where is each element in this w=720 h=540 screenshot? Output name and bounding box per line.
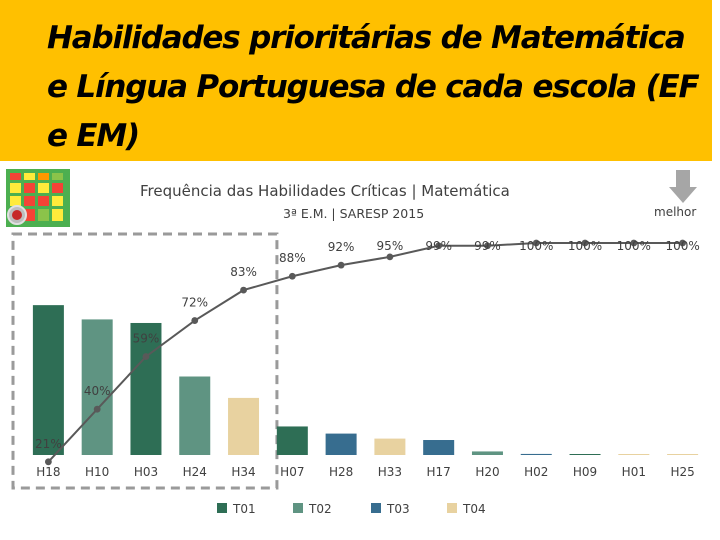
cumulative-label: 59% xyxy=(133,332,160,346)
x-tick-label: H01 xyxy=(622,465,646,479)
cumulative-point xyxy=(142,353,150,360)
title-banner: Habilidades prioritárias de Matemática e… xyxy=(0,0,712,161)
cumulative-label: 95% xyxy=(377,239,404,253)
bar-h33 xyxy=(374,438,406,455)
bar-h17 xyxy=(423,440,455,455)
cumulative-point xyxy=(581,239,589,247)
cumulative-label: 92% xyxy=(328,240,355,254)
cumulative-point xyxy=(93,405,101,413)
bar-h25 xyxy=(667,454,699,455)
cumulative-label: 40% xyxy=(84,384,111,398)
slide-title: Habilidades prioritárias de Matemática e… xyxy=(47,20,700,154)
hint-label: melhor xyxy=(654,205,697,219)
cumulative-label: 83% xyxy=(230,265,257,279)
cumulative-label: 72% xyxy=(181,296,208,310)
cumulative-label: 99% xyxy=(425,239,452,253)
x-tick-label: H33 xyxy=(378,465,402,479)
cumulative-point xyxy=(386,253,394,261)
cumulative-point xyxy=(337,261,345,269)
cumulative-point xyxy=(435,242,443,250)
cumulative-label: 88% xyxy=(279,251,306,265)
cumulative-label: 100% xyxy=(568,239,602,253)
x-tick-label: H28 xyxy=(329,465,353,479)
cumulative-point xyxy=(240,286,247,294)
x-tick-label: H02 xyxy=(524,465,548,479)
legend-label: T01 xyxy=(232,502,256,516)
legend-swatch-t03 xyxy=(371,503,381,513)
legend-swatch-t02 xyxy=(293,503,303,513)
cumulative-point xyxy=(288,272,296,280)
chart-subtitle: 3ª E.M. | SARESP 2015 xyxy=(283,206,425,221)
legend-swatch-t04 xyxy=(447,503,457,513)
bar-h03 xyxy=(130,322,162,455)
x-tick-label: H20 xyxy=(475,465,499,479)
cumulative-point xyxy=(679,239,687,247)
x-tick-label: H17 xyxy=(427,465,451,479)
x-tick-label: H07 xyxy=(280,465,304,479)
bar-h34 xyxy=(228,397,260,455)
bar-h18 xyxy=(32,305,64,455)
cumulative-label: 100% xyxy=(617,239,651,253)
x-tick-label: H10 xyxy=(85,465,109,479)
cumulative-line xyxy=(47,242,683,463)
legend-label: T02 xyxy=(308,502,332,516)
bar-h28 xyxy=(325,433,357,455)
chart-title: Frequência das Habilidades Críticas | Ma… xyxy=(140,182,510,200)
x-tick-label: H03 xyxy=(134,465,158,479)
legend-swatch-t01 xyxy=(217,503,227,513)
colored-grid-logo-icon xyxy=(6,169,70,227)
bar-h09 xyxy=(569,454,601,455)
bar-h10 xyxy=(81,319,113,455)
x-tick-label: H24 xyxy=(183,465,207,479)
bar-h24 xyxy=(179,376,211,455)
cumulative-label: 21% xyxy=(35,437,62,451)
bar-h20 xyxy=(471,451,503,455)
bar-h02 xyxy=(520,453,552,455)
highlight-box xyxy=(11,232,279,490)
cumulative-label: 99% xyxy=(474,239,501,253)
cumulative-point xyxy=(44,458,52,466)
cumulative-point xyxy=(191,317,199,324)
legend-label: T04 xyxy=(462,502,486,516)
bar-h07 xyxy=(276,426,308,455)
cumulative-point xyxy=(484,242,491,250)
x-tick-label: H09 xyxy=(573,465,597,479)
cumulative-point xyxy=(630,239,638,247)
x-tick-label: H18 xyxy=(36,465,60,479)
bar-h01 xyxy=(618,454,650,455)
cumulative-label: 100% xyxy=(519,239,553,253)
cumulative-point xyxy=(532,239,540,247)
cumulative-label: 100% xyxy=(665,239,699,253)
down-arrow-icon xyxy=(669,170,697,203)
x-tick-label: H34 xyxy=(231,465,255,479)
legend-label: T03 xyxy=(386,502,410,516)
x-tick-label: H25 xyxy=(670,465,694,479)
